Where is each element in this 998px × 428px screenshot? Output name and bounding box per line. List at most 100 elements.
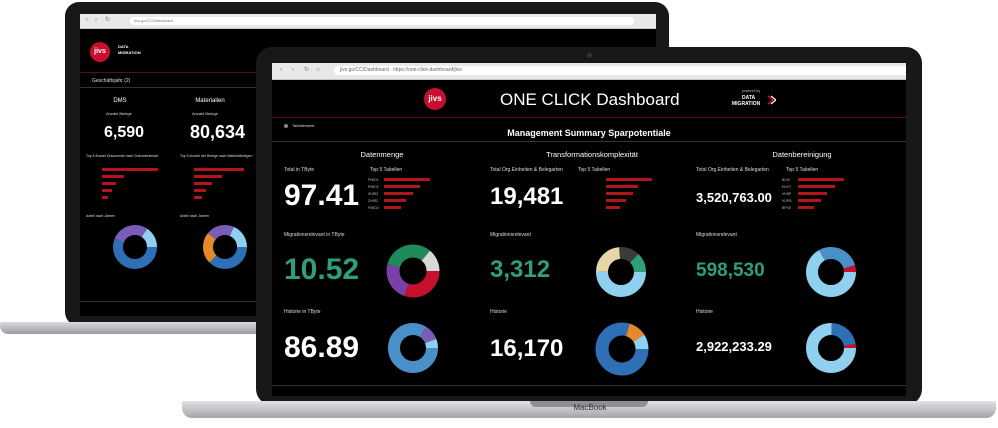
kpi-label: Historie in TByte [284,309,321,315]
front-url-bar[interactable]: jivs.go/CC/Dashboard · https://one-click… [334,66,906,75]
back-bar [194,182,212,185]
back-col2-title: Materialien [195,98,225,104]
kpi-label: Total Org.Einheiten & Belegarten [696,167,769,173]
top5-bar-row: VKBP [782,190,872,197]
top5-bar-row [590,190,670,197]
kpi-label: Migrationsrelevant in TByte [284,232,345,238]
top5-bar [606,206,620,209]
top5-label: Top 5 Tabellen [786,167,819,173]
back-bar [102,175,124,178]
kpi-total-bereinigung: 3,520,763.00 [696,190,772,205]
front-laptop-base [182,401,996,418]
kpi-migrationsrelevant-tbyte: 10.52 [284,253,360,286]
back-bar [194,189,206,192]
summary-title: Management Summary Sparpotentiale [507,128,671,138]
top5-bar [384,199,407,202]
donut-historie [595,322,649,376]
brand-powered-by: powered by [742,89,761,93]
kpi-label: Migrationsrelevant [696,232,737,238]
brand-data: DATA [742,95,756,101]
back-col1-top-label: Top 5 Anzahl Dokumente nach Dokumentenar… [86,154,159,158]
filter-label[interactable]: Tabellenwert [292,123,315,128]
top5-bar-row [590,197,670,204]
kpi-label: Total in TByte [284,167,315,173]
back-col2-value: 80,634 [190,122,246,142]
column-title-datenbereinigung: Datenbereinigung [772,150,832,159]
kpi-label: Total Org.Einheiten & Belegarten [490,167,563,173]
back-arrow-icon[interactable]: ‹ [86,17,88,23]
top5-bar [798,185,835,188]
dashboard-title: ONE CLICK Dashboard [500,90,680,109]
header-divider [272,117,906,118]
camera-icon [587,53,592,58]
back-col1-value: 6,590 [104,124,145,141]
kpi-label: Historie [490,309,507,315]
back-col2-label: Anzahl Belege [192,111,218,116]
laptop-notch [530,401,648,407]
back-donut-2 [203,225,247,269]
top5-bar-row [590,183,670,190]
back-bar [194,196,202,199]
back-arrow-icon[interactable]: ‹ [280,67,282,73]
top5-bar-row: ZHIR3 [368,190,448,197]
column-title-datenmenge: Datenmenge [360,150,404,159]
top5-bar [798,178,844,181]
donut-migrationsrelevant-tbyte [386,244,440,298]
macbook-label: MacBook [573,403,607,412]
back-col1-year-label: Anteil nach Jahren [86,214,115,218]
back-col2-bars [194,168,244,199]
back-donut-1 [113,225,157,269]
front-laptop-screen: ‹ › ↻ ⌂ jivs.go/CC/Dashboard · https://o… [272,63,906,396]
back-bar [102,196,108,199]
top5-bar-row: PMID2 [368,183,448,190]
top5-bar-label: PMID2 [368,184,379,189]
forward-arrow-icon[interactable]: › [292,67,294,73]
reload-icon[interactable]: ↻ [105,17,111,23]
top5-bar [606,178,652,181]
back-col2-year-label: Anteil nach Jahren [180,214,209,218]
back-brand-data: DATA [118,44,129,49]
kpi-historie-bereinigung: 2,922,233.29 [696,339,772,354]
back-laptop-base [0,322,296,334]
top5-bar [606,185,639,188]
top5-bar-row: EKKT [782,183,872,190]
top5-bar-row: PMID1 [368,176,448,183]
kpi-total-tbyte: 97.41 [284,179,360,212]
top5-bar-row [590,204,670,211]
back-bar [102,168,158,171]
top5-bar-label: BFKE [782,205,792,210]
back-browser-chrome: ‹ › ↻ jivs.go/CC/Dashboard [80,14,656,29]
kpi-migrationsrelevant-bereinigung: 598,530 [696,260,765,281]
brand-migration: MIGRATION [732,101,761,107]
donut-historie-bereinigung [806,323,856,373]
top5-bar-label: PMID4 [368,205,379,210]
column-title-transformationskomplexitaet: Transformationskomplexität [546,150,638,159]
back-col1-label: Anzahl Belege [106,111,132,116]
summary-divider [272,141,906,142]
top5-bar [384,178,430,181]
front-browser-chrome: ‹ › ↻ ⌂ jivs.go/CC/Dashboard · https://o… [272,63,906,80]
top5-bar-row: VUPB [782,197,872,204]
back-bar [102,182,116,185]
back-jivs-logo: jivs [90,42,110,62]
kpi-label: Migrationsrelevant [490,232,531,238]
top5-bar [606,199,627,202]
home-icon[interactable]: ⌂ [316,67,320,73]
reload-icon[interactable]: ↻ [304,67,310,73]
kpi-historie: 16,170 [490,335,564,362]
back-col2-top-label: Top 5 Anzahl der Belege nach Materialbel… [180,154,253,158]
top5-bars-col3: BCM EKKT VKBP VUPB BFKE [782,176,872,211]
kpi-historie-tbyte: 86.89 [284,331,360,364]
back-col1-bars [102,168,158,199]
back-filter[interactable]: Geschäftsjahr (2) [92,78,131,84]
top5-bar-label: VUPB [782,198,792,203]
forward-arrow-icon[interactable]: › [95,17,97,23]
back-url-bar[interactable]: jivs.go/CC/Dashboard [130,17,634,25]
top5-bar [606,192,633,195]
top5-bars-col2 [590,176,670,211]
filter-dot-icon[interactable] [284,124,288,128]
kpi-label: Historie [696,309,713,315]
kpi-total-org-einheiten: 19,481 [490,183,564,210]
top5-bar-label: ZHIR2 [368,198,379,203]
top5-bars-col1: PMID1 PMID2 ZHIR3 ZHIR2 PMID4 [368,176,448,211]
